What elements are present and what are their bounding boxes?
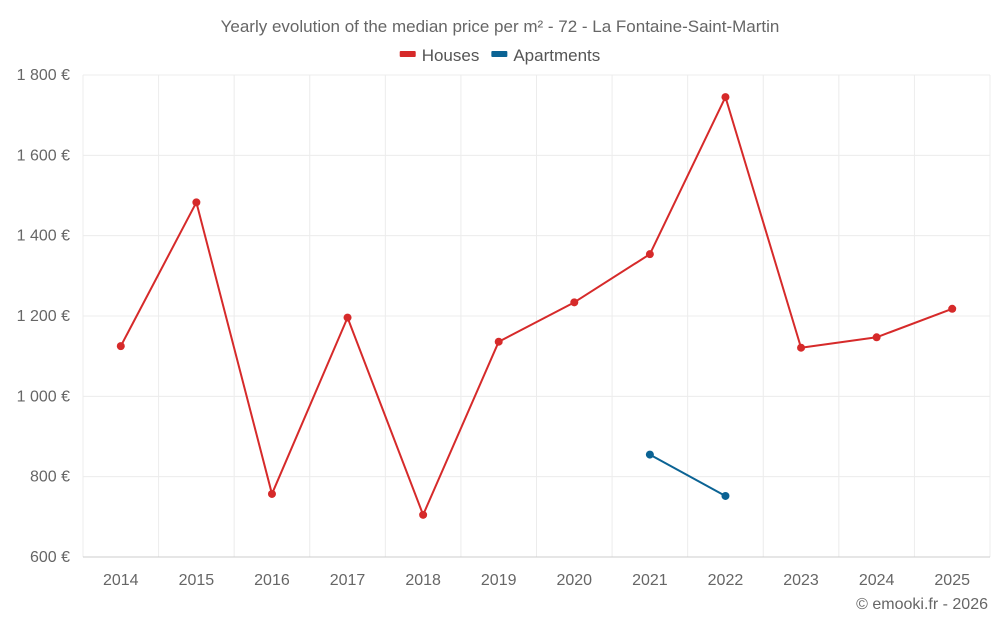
y-tick-label: 1 400 € xyxy=(17,228,70,245)
x-tick-label: 2014 xyxy=(103,572,139,589)
data-point-houses-2016[interactable] xyxy=(267,489,276,498)
axes: 600 € 800 € 1 000 € 1 200 € 1 400 € 1 600 € 1 … xyxy=(17,67,990,589)
y-tick-label: 800 € xyxy=(30,469,70,486)
data-point-houses-2017[interactable] xyxy=(343,313,352,322)
series-apartments xyxy=(645,450,730,500)
y-tick-label: 1 600 € xyxy=(17,147,70,164)
x-tick-label: 2019 xyxy=(481,572,517,589)
y-tick-label: 1 800 € xyxy=(17,67,70,84)
x-tick-label: 2025 xyxy=(934,572,970,589)
credit-text: © emooki.fr - 2026 xyxy=(856,596,988,613)
x-tick-label: 2023 xyxy=(783,572,819,589)
legend-swatch xyxy=(399,51,416,57)
series-houses xyxy=(116,93,957,519)
y-tick-label: 600 € xyxy=(30,549,70,566)
series-layer xyxy=(116,93,957,519)
legend-swatch xyxy=(491,51,508,57)
data-point-houses-2024[interactable] xyxy=(872,333,881,342)
series-line-apartments xyxy=(649,453,726,497)
legend-label: Apartments xyxy=(513,46,600,65)
data-point-houses-2014[interactable] xyxy=(116,342,125,351)
x-tick-label: 2020 xyxy=(556,572,592,589)
x-tick-label: 2018 xyxy=(405,572,441,589)
legend-label: Houses xyxy=(422,46,480,65)
data-point-houses-2021[interactable] xyxy=(645,250,654,259)
x-tick-label: 2021 xyxy=(632,572,668,589)
data-point-apartments-2022[interactable] xyxy=(721,491,730,500)
data-point-houses-2015[interactable] xyxy=(192,198,201,207)
legend-item-houses[interactable]: Houses xyxy=(399,46,480,65)
data-point-houses-2025[interactable] xyxy=(948,304,957,313)
data-point-apartments-2021[interactable] xyxy=(645,450,654,459)
data-point-houses-2023[interactable] xyxy=(797,343,806,352)
data-point-houses-2022[interactable] xyxy=(721,93,730,102)
y-tick-label: 1 000 € xyxy=(17,388,70,405)
x-tick-label: 2024 xyxy=(859,572,895,589)
series-line-houses xyxy=(119,96,953,516)
data-point-houses-2020[interactable] xyxy=(570,298,579,307)
legend[interactable]: Houses Apartments xyxy=(399,46,601,65)
data-point-houses-2019[interactable] xyxy=(494,337,503,346)
x-tick-label: 2015 xyxy=(179,572,215,589)
x-tick-label: 2016 xyxy=(254,572,290,589)
data-point-houses-2018[interactable] xyxy=(419,510,428,519)
x-tick-label: 2022 xyxy=(708,572,744,589)
grid xyxy=(82,74,991,557)
y-tick-label: 1 200 € xyxy=(17,308,70,325)
x-tick-label: 2017 xyxy=(330,572,366,589)
chart-title: Yearly evolution of the median price per… xyxy=(221,17,780,36)
legend-item-apartments[interactable]: Apartments xyxy=(491,46,600,65)
